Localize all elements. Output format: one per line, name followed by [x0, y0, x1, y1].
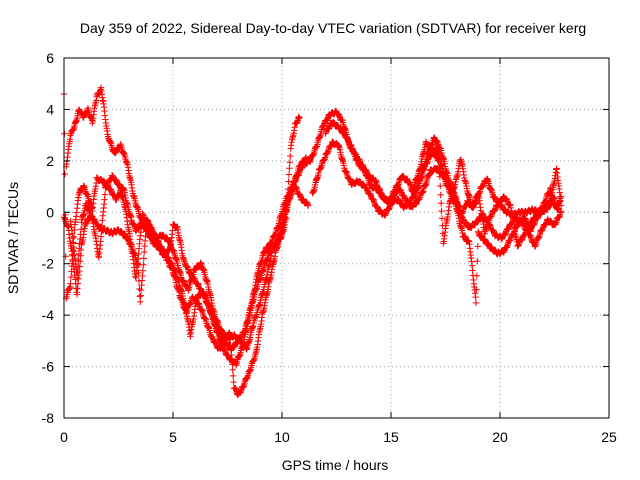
data-point: [229, 361, 236, 368]
data-point: [474, 243, 481, 250]
data-point: [67, 273, 75, 281]
data-point: [136, 293, 144, 300]
data-point: [473, 286, 480, 293]
data-point: [101, 191, 109, 198]
data-point: [436, 164, 443, 172]
x-tick-label: 5: [169, 429, 177, 445]
series-track-e: [300, 107, 563, 220]
data-point: [230, 378, 237, 386]
data-point: [140, 261, 147, 268]
data-point: [473, 272, 481, 279]
y-tick-label: -4: [42, 307, 55, 323]
y-axis-label: SDTVAR / TECUs: [5, 182, 21, 294]
series-track-f: [309, 138, 565, 307]
data-point: [229, 366, 236, 373]
series-track-d: [67, 154, 310, 353]
data-point: [472, 299, 480, 307]
data-point: [438, 207, 445, 215]
data-point: [472, 293, 479, 301]
y-tick-label: -8: [42, 410, 55, 426]
data-point: [437, 200, 445, 207]
x-tick-label: 0: [60, 429, 68, 445]
y-tick-label: 0: [46, 204, 54, 220]
data-point: [74, 263, 82, 270]
data-point: [140, 255, 147, 262]
series-track-c: [62, 84, 314, 353]
data-point: [229, 372, 237, 380]
data-point: [557, 193, 565, 200]
data-point: [75, 256, 82, 264]
series-track-h: [409, 138, 565, 250]
data-point: [98, 227, 105, 235]
data-point: [141, 248, 148, 256]
data-point: [437, 191, 444, 199]
x-tick-label: 15: [383, 429, 399, 445]
data-point: [285, 171, 293, 178]
y-tick-label: 4: [46, 101, 54, 117]
y-tick-label: -6: [42, 359, 55, 375]
data-point: [97, 233, 105, 240]
data-point: [137, 298, 144, 306]
data-point: [296, 114, 303, 122]
data-point: [287, 152, 294, 160]
data-point: [137, 292, 144, 299]
data-points: [60, 84, 565, 399]
data-point: [61, 170, 69, 178]
data-point: [435, 156, 443, 163]
y-tick-label: 2: [46, 153, 54, 169]
data-point: [437, 182, 444, 190]
data-point: [74, 269, 81, 276]
data-point: [286, 158, 294, 166]
data-point: [286, 165, 293, 172]
data-point: [77, 226, 85, 233]
data-point: [438, 215, 446, 222]
chart-title: Day 359 of 2022, Sidereal Day-to-day VTE…: [80, 20, 586, 36]
y-tick-label: -2: [42, 256, 55, 272]
x-tick-label: 25: [601, 429, 617, 445]
x-tick-label: 20: [492, 429, 508, 445]
data-point: [75, 250, 83, 258]
data-point: [304, 202, 312, 209]
data-point: [474, 257, 481, 265]
axis-ticks: 0 5 10 15 20 25 -8 -6 -4 -2 0 2 4 6: [42, 50, 617, 445]
data-point: [73, 291, 81, 298]
y-tick-label: 6: [46, 50, 54, 66]
data-point: [557, 208, 565, 215]
data-point: [139, 267, 147, 274]
data-point: [436, 173, 444, 180]
plot-frame: [63, 57, 610, 419]
x-tick-label: 10: [274, 429, 290, 445]
x-axis-label: GPS time / hours: [282, 457, 389, 473]
data-point: [73, 274, 81, 281]
